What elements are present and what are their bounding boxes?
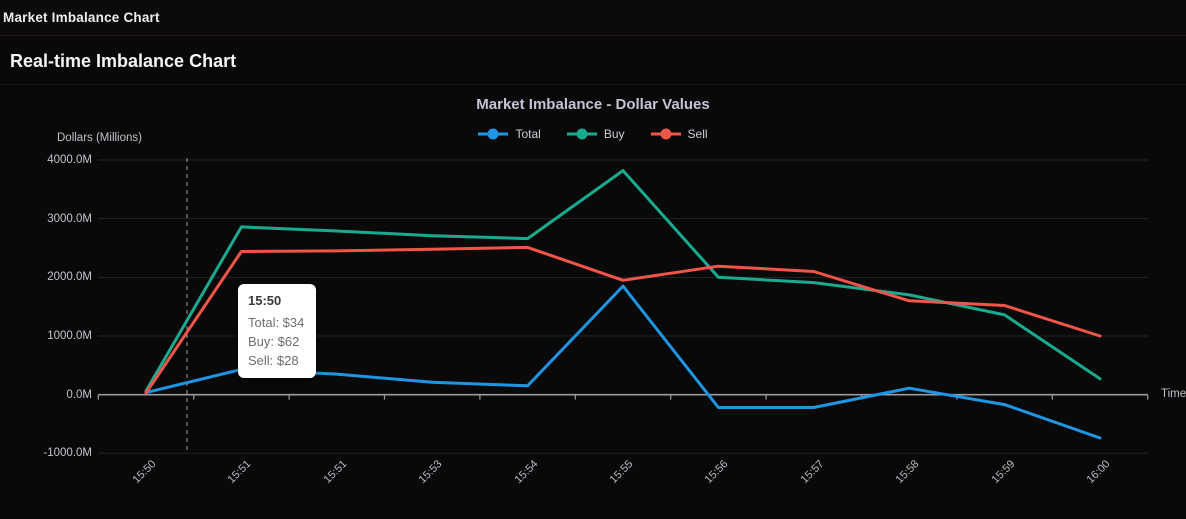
legend-item-sell[interactable]: Sell (650, 127, 708, 141)
chart-tooltip: 15:50 Total: $34 Buy: $62 Sell: $28 (238, 284, 316, 378)
y-tick-label: -1000.0M (43, 447, 92, 460)
x-tick-label: 16:00 (1084, 458, 1113, 486)
x-tick-label: 15:59 (989, 458, 1018, 486)
legend-marker-icon (566, 128, 597, 140)
tooltip-row: Total: $34 (248, 315, 305, 330)
y-tick-label: 3000.0M (47, 212, 92, 225)
page-title: Real-time Imbalance Chart (10, 51, 237, 71)
x-tick-label: 15:51 (321, 458, 350, 486)
y-axis-title: Dollars (Millions) (57, 132, 142, 144)
section-header: Real-time Imbalance Chart (0, 37, 1186, 85)
y-tick-label: 0.0M (66, 388, 92, 401)
x-tick-label: 15:55 (607, 458, 636, 486)
x-axis-title: Time (1161, 388, 1186, 400)
tooltip-rows: Total: $34 Buy: $62 Sell: $28 (248, 313, 306, 370)
legend-label: Buy (603, 127, 625, 141)
chart-title: Market Imbalance - Dollar Values (476, 96, 710, 113)
y-tick-label: 2000.0M (47, 271, 92, 284)
y-tick-label: 4000.0M (47, 154, 92, 166)
legend-label: Sell (687, 127, 708, 141)
x-tick-label: 15:57 (798, 458, 827, 486)
x-tick-label: 15:51 (225, 458, 254, 486)
app-header-bar: Market Imbalance Chart (0, 0, 1186, 36)
tooltip-row: Sell: $28 (248, 353, 299, 368)
legend-item-buy[interactable]: Buy (566, 127, 625, 141)
tooltip-row: Buy: $62 (248, 334, 300, 349)
tooltip-time: 15:50 (248, 293, 282, 308)
app-title: Market Imbalance Chart (3, 10, 160, 25)
legend-item-total[interactable]: Total (478, 127, 541, 141)
x-tick-label: 15:50 (130, 458, 159, 486)
legend-marker-icon (478, 128, 509, 140)
x-tick-label: 15:56 (702, 458, 731, 486)
x-tick-label: 15:53 (416, 458, 445, 486)
y-tick-label: 1000.0M (47, 329, 92, 342)
legend-marker-icon (650, 128, 681, 140)
chart-legend: Total Buy Sell (0, 127, 1186, 141)
legend-label: Total (515, 127, 541, 141)
x-tick-label: 15:58 (893, 458, 922, 486)
x-tick-label: 15:54 (512, 458, 541, 486)
